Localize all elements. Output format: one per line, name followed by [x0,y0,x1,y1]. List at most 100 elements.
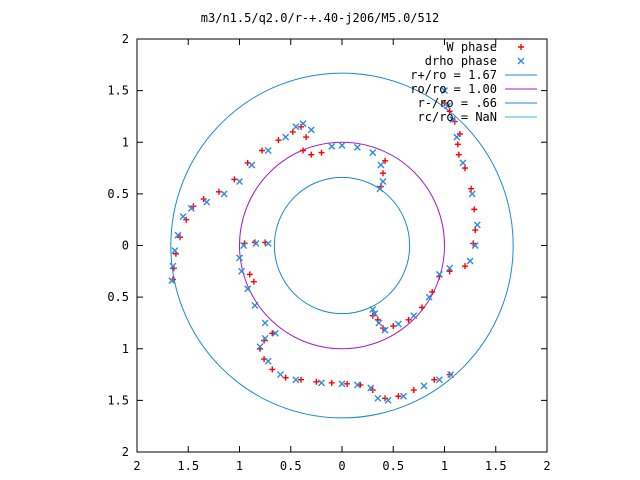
drho-phase-point [517,57,525,65]
drho-phase-point [261,319,269,327]
w-phase-point [410,387,417,394]
drho-phase-point [384,396,392,404]
w-phase-point [405,316,412,323]
w-phase-point [269,330,276,337]
w-phase-point [446,371,453,378]
x-tick-label: 2 [543,459,550,473]
w-phase-point [454,141,461,148]
drho-phase-point [353,143,361,151]
w-phase-point [216,188,222,195]
w-phase-point [246,271,253,278]
drho-phase-point [425,293,433,301]
drho-phase-point [271,329,279,337]
drho-phase-point [174,231,182,239]
drho-phase-point [292,376,300,384]
y-tick-label: 0.5 [107,290,129,304]
drho-phase-point [410,312,418,320]
drho-phase-point [282,133,290,141]
w-phase-point [261,337,268,344]
drho-phase-point [375,319,383,327]
y-tick-label: 2 [122,32,129,46]
legend-label: rc/ro = NaN [418,110,497,124]
x-tick-label: 1.5 [485,459,507,473]
w-phase-point [471,206,478,213]
drho-phase-point [220,190,228,198]
drho-phase-point [338,141,346,149]
w-phase-point [446,268,453,275]
drho-phase-point [248,161,256,169]
drho-phase-point [471,242,479,249]
drho-phase-point [353,381,361,389]
w-phase-point [357,381,364,388]
y-tick-label: 1.5 [107,393,129,407]
drho-phase-point [453,133,461,141]
drho-phase-point [371,310,379,318]
drho-phase-point [203,198,211,206]
w-phase-point [328,379,335,386]
drho-phase-point [261,334,269,342]
w-phase-point [462,263,468,270]
drho-phase-point [240,242,248,249]
y-tick-label: 0 [122,239,129,253]
legend-label: W phase [446,40,497,54]
x-tick-label: 1.5 [177,459,199,473]
y-tick-label: 2 [122,445,129,459]
drho-phase-point [369,306,377,314]
radius-circle [170,72,514,419]
drho-phase-point [379,177,387,185]
w-phase-point [382,157,389,164]
w-phase-point [395,393,402,400]
w-phase-point [298,376,304,383]
axis-ticks: 2 1.5 1 0.5 0 0.5 1 1.5 221.510.500.511.52 [107,32,550,473]
drho-phase-point [328,142,336,150]
drho-phase-point [338,380,346,388]
w-phase-point [318,149,325,156]
radius-circle [273,176,411,315]
w-phase-point [183,216,190,223]
drho-phase-point [168,277,176,285]
x-tick-label: 0 [338,459,345,473]
w-phase-point [418,304,425,311]
w-phase-point [468,185,475,192]
drho-phase-point [318,379,325,387]
w-phase-point [382,395,389,402]
drho-phase-point [435,270,443,278]
w-phase-point [429,288,436,295]
drho-phase-point [292,123,300,131]
x-tick-label: 0.5 [382,459,404,473]
w-phase-point [472,227,479,234]
y-tick-label: 1.5 [107,84,129,98]
w-phase-point [303,134,310,141]
radius-circle [239,141,445,350]
w-phase-point [275,137,282,144]
drho-phase-point [252,239,260,247]
w-phase-point [518,44,524,50]
w-phase-point [282,374,289,381]
drho-phase-point [264,357,272,365]
legend-label: r-/ro = .66 [418,96,497,110]
drho-phase-point [394,320,402,328]
drho-phase-point [449,116,457,124]
drho-phase-point [256,343,264,351]
drho-phase-point [236,177,243,185]
drho-phase-point [264,147,272,155]
w-phase-point [231,176,238,183]
legend-label: drho phase [425,54,497,68]
drho-phase-point [376,185,384,193]
drho-phase-point [446,264,454,272]
w-phase-point [241,240,248,247]
drho-phase-point [244,285,252,293]
drho-phase-point [251,301,259,309]
drho-phase-point [459,159,467,167]
drho-phase-point [420,382,428,390]
y-tick-label: 1 [122,135,129,149]
drho-phase-point [447,371,455,379]
drho-phase-point [466,257,474,265]
drho-phase-point [179,213,187,221]
drho-phase-point [381,326,389,334]
drho-phase-point [377,161,385,169]
legend-label: r+/ro = 1.67 [410,68,497,82]
drho-phase-point [444,102,452,110]
drho-phase-point [473,221,481,229]
w-phase-point [250,278,257,285]
